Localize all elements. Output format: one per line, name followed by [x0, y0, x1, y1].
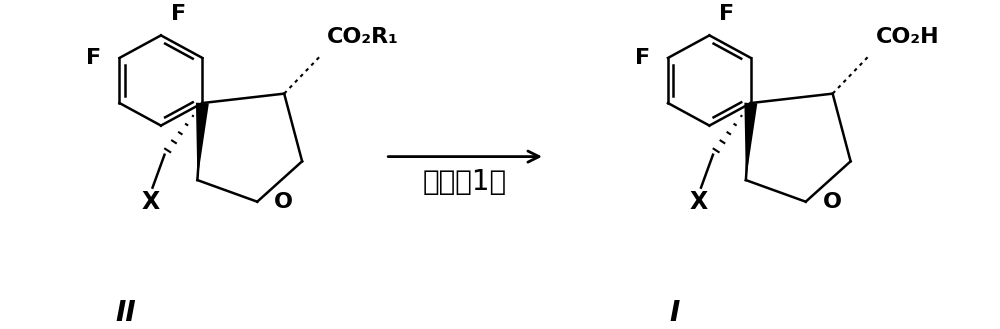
Polygon shape: [196, 103, 209, 180]
Text: 步骤（1）: 步骤（1）: [423, 168, 507, 196]
Text: F: F: [171, 4, 186, 24]
Text: II: II: [116, 299, 136, 327]
Polygon shape: [744, 103, 757, 180]
Text: O: O: [823, 192, 842, 212]
Text: I: I: [669, 299, 680, 327]
Text: CO₂H: CO₂H: [876, 27, 939, 47]
Text: O: O: [274, 192, 293, 212]
Text: X: X: [141, 190, 160, 214]
Text: X: X: [690, 190, 708, 214]
Text: F: F: [719, 4, 735, 24]
Text: CO₂R₁: CO₂R₁: [327, 27, 399, 47]
Text: F: F: [86, 48, 102, 68]
Text: F: F: [635, 48, 650, 68]
